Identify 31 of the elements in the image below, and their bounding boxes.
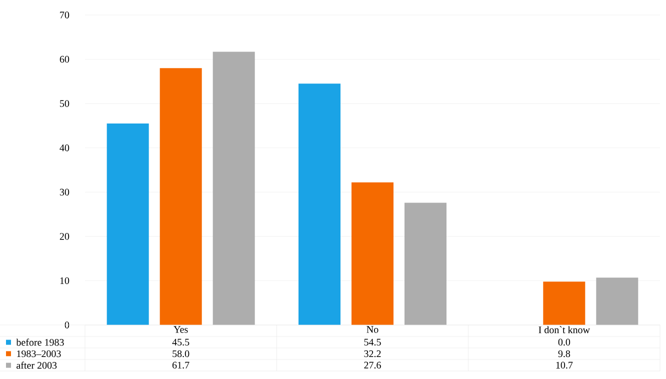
x-tick-label: I don`t know: [538, 326, 590, 334]
y-tick-label: 10: [60, 277, 70, 284]
bar: [160, 68, 202, 325]
legend-label: 1983–2003: [17, 350, 61, 358]
data-label: 27.6: [364, 362, 381, 369]
y-tick-label: 70: [60, 12, 70, 18]
legend-label: after 2003: [16, 362, 57, 369]
data-label: 45.5: [172, 338, 190, 346]
data-label: 61.7: [172, 362, 190, 369]
data-label: 10.7: [556, 362, 573, 369]
data-label: 0.0: [558, 338, 570, 346]
data-label: 58.0: [172, 350, 190, 358]
bar: [404, 202, 446, 325]
y-tick-label: 60: [60, 56, 70, 63]
bar: [352, 182, 394, 325]
bar: [106, 123, 149, 325]
bar: [212, 52, 255, 325]
y-tick-label: 50: [60, 100, 70, 107]
x-tick-label: Yes: [174, 326, 188, 333]
bar: [298, 84, 341, 325]
y-tick-label: 20: [60, 233, 70, 240]
bar: [543, 282, 586, 325]
data-label: 9.8: [558, 350, 570, 358]
y-tick-label: 30: [60, 188, 70, 196]
data-label: 32.2: [364, 350, 381, 358]
x-tick-label: No: [366, 326, 378, 333]
data-label: 54.5: [364, 338, 381, 346]
y-tick-label: 40: [60, 144, 70, 152]
y-tick-label: 0: [64, 322, 70, 328]
legend-label: before 1983: [16, 338, 64, 346]
bar: [596, 278, 638, 325]
